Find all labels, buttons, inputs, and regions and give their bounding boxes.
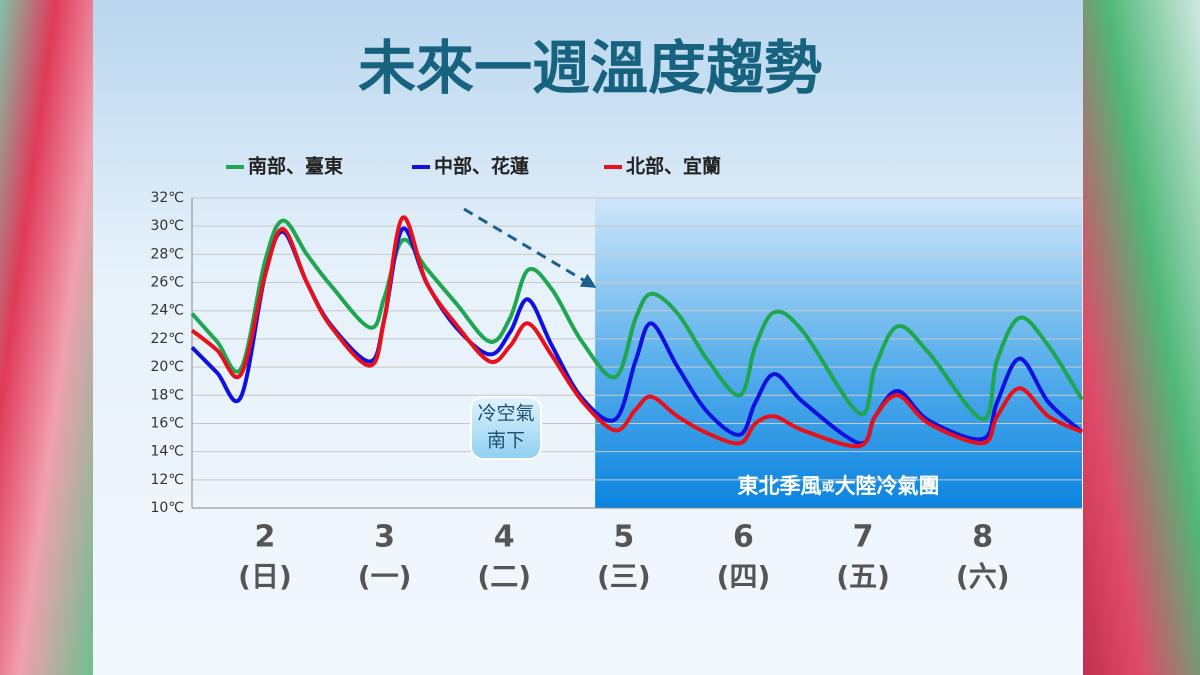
legend-label: 中部、花蓮: [434, 155, 529, 178]
x-tick-label: 8: [972, 520, 993, 555]
x-tick-weekday: (日): [238, 560, 292, 593]
y-tick-label: 10℃: [150, 500, 184, 516]
annotation-text: 南下: [487, 430, 525, 452]
x-tick-label: 2: [255, 520, 276, 555]
y-tick-label: 26℃: [150, 275, 184, 291]
y-tick-label: 18℃: [150, 387, 184, 403]
x-tick-label: 7: [853, 520, 874, 555]
y-tick-label: 28℃: [150, 246, 184, 262]
annotation-bubble: [470, 396, 542, 460]
series-line: [190, 218, 1084, 422]
y-tick-label: 20℃: [150, 359, 184, 375]
y-tick-label: 22℃: [150, 331, 184, 347]
y-tick-label: 16℃: [150, 415, 184, 431]
cold-region-label-part: 東北季風: [738, 474, 822, 498]
x-tick-label: 6: [733, 520, 754, 555]
cold-region-label-part: 大陸冷氣團: [835, 474, 940, 498]
x-tick-weekday: (三): [597, 560, 651, 593]
x-tick-weekday: (五): [836, 560, 890, 593]
cold-region-label-part: 或: [822, 479, 835, 495]
chart-title: 未來一週溫度趨勢: [358, 34, 822, 102]
y-tick-label: 32℃: [150, 190, 184, 206]
x-tick-weekday: (二): [477, 560, 531, 593]
legend-label: 北部、宜蘭: [626, 155, 721, 178]
x-tick-weekday: (四): [717, 560, 771, 593]
x-tick-weekday: (六): [956, 560, 1010, 593]
cold-region-label: 東北季風或大陸冷氣團: [738, 474, 940, 498]
x-tick-label: 4: [494, 520, 515, 555]
x-tick-weekday: (一): [358, 560, 412, 593]
y-tick-label: 30℃: [150, 218, 184, 234]
y-tick-label: 14℃: [150, 444, 184, 460]
x-tick-label: 5: [613, 520, 634, 555]
legend-label: 南部、臺東: [248, 155, 343, 178]
x-tick-label: 3: [374, 520, 395, 555]
annotation-text: 冷空氣: [477, 403, 534, 425]
series-line: [190, 215, 1083, 449]
trend-arrow: [463, 207, 597, 288]
side-decoration: [0, 0, 93, 675]
y-tick-label: 24℃: [150, 303, 184, 319]
side-decoration: [1083, 0, 1200, 675]
plot-area: 10℃ 12℃ 14℃ 16℃ 18℃ 20℃ 22℃ 24℃ 26℃ 28℃ 30℃ 32℃ 2 (日)…: [150, 190, 1084, 593]
y-tick-label: 12℃: [150, 472, 184, 488]
